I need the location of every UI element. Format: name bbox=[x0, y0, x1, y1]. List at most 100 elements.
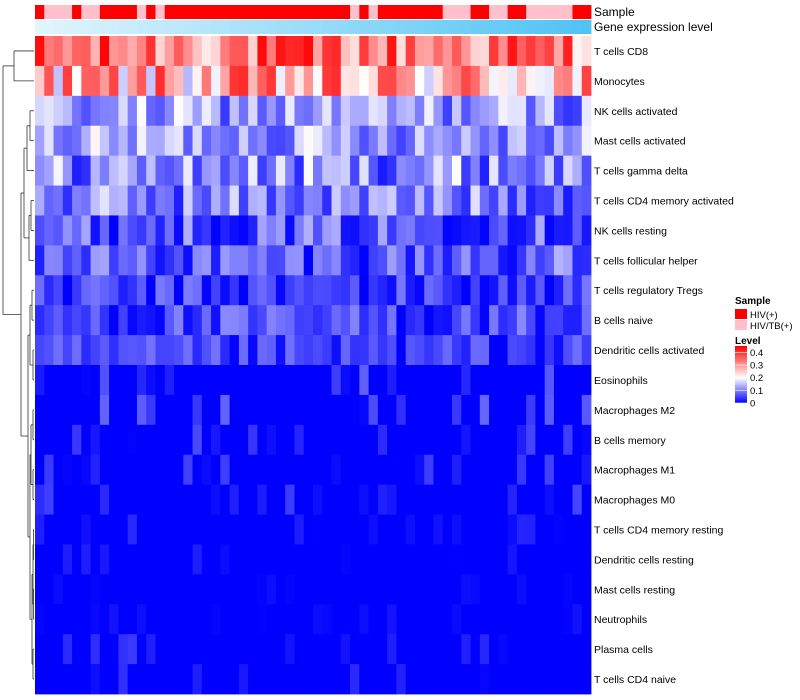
gene-expression-annotation-cell bbox=[285, 20, 295, 34]
heatmap-cell bbox=[414, 245, 425, 276]
heatmap-cell bbox=[229, 65, 240, 97]
heatmap-cell bbox=[136, 95, 147, 127]
heatmap-cell bbox=[461, 215, 471, 246]
heatmap-cell bbox=[238, 95, 249, 127]
row-label: T cells gamma delta bbox=[594, 166, 688, 178]
heatmap-cell bbox=[340, 275, 351, 306]
heatmap-cell bbox=[81, 365, 91, 396]
heatmap-cell bbox=[572, 275, 583, 306]
heatmap-cell bbox=[266, 574, 277, 605]
heatmap-cell bbox=[535, 394, 546, 426]
heatmap-cell bbox=[257, 365, 268, 396]
heatmap-cell bbox=[405, 514, 416, 545]
heatmap-cell bbox=[544, 185, 555, 216]
heatmap-cell bbox=[535, 335, 546, 366]
sample-annotation-cell bbox=[405, 5, 416, 19]
heatmap-cell bbox=[433, 95, 444, 127]
heatmap-cell bbox=[313, 185, 323, 216]
heatmap-cell bbox=[368, 245, 379, 276]
sample-annotation-cell bbox=[127, 5, 138, 19]
heatmap-cell bbox=[164, 335, 175, 366]
heatmap-cell bbox=[294, 664, 305, 695]
heatmap-cell bbox=[118, 155, 129, 186]
heatmap-cell bbox=[53, 634, 64, 665]
heatmap-cell bbox=[581, 664, 592, 695]
heatmap-cell bbox=[248, 424, 258, 456]
heatmap-cell bbox=[340, 65, 351, 97]
gene-expression-annotation-cell bbox=[461, 20, 471, 34]
heatmap-cell bbox=[489, 424, 499, 456]
heatmap-cell bbox=[192, 125, 203, 157]
heatmap-cell bbox=[433, 514, 444, 545]
heatmap-cell bbox=[433, 574, 444, 605]
heatmap-cell bbox=[155, 365, 166, 396]
heatmap-cell bbox=[72, 125, 82, 157]
heatmap-cell bbox=[248, 215, 258, 246]
heatmap-cell bbox=[377, 155, 388, 186]
gene-expression-annotation-cell bbox=[350, 20, 360, 34]
heatmap-cell bbox=[257, 484, 268, 515]
heatmap-cell bbox=[377, 125, 388, 157]
heatmap-cell bbox=[164, 95, 175, 127]
heatmap-cell bbox=[229, 305, 240, 336]
heatmap-cell bbox=[72, 185, 82, 216]
sample-annotation-cell bbox=[526, 5, 536, 19]
heatmap-cell bbox=[44, 125, 54, 157]
heatmap-cell bbox=[359, 424, 369, 456]
heatmap-cell bbox=[220, 335, 230, 366]
heatmap-cell bbox=[544, 664, 555, 695]
heatmap-cell bbox=[452, 125, 462, 157]
heatmap-cell bbox=[498, 664, 508, 695]
heatmap-cell bbox=[563, 664, 573, 695]
heatmap-cell bbox=[396, 125, 407, 157]
heatmap-cell bbox=[424, 394, 434, 426]
heatmap-cell bbox=[118, 245, 129, 276]
heatmap-cell bbox=[201, 634, 212, 665]
heatmap-cell bbox=[127, 335, 138, 366]
heatmap-cell bbox=[563, 574, 573, 605]
heatmap-cell bbox=[572, 634, 583, 665]
heatmap-cell bbox=[62, 574, 73, 605]
heatmap-cell bbox=[294, 514, 305, 545]
heatmap-cell bbox=[368, 484, 379, 515]
gene-expression-annotation-cell bbox=[99, 20, 110, 34]
heatmap-cell bbox=[479, 454, 490, 486]
heatmap-cell bbox=[387, 544, 397, 575]
legend-colorbar bbox=[735, 346, 747, 403]
heatmap-cell bbox=[229, 544, 240, 575]
heatmap-cell bbox=[470, 36, 481, 67]
heatmap-cell bbox=[544, 36, 555, 67]
sample-annotation-cell bbox=[118, 5, 129, 19]
heatmap-cell bbox=[452, 305, 462, 336]
heatmap-cell bbox=[146, 484, 156, 515]
heatmap-cell bbox=[572, 664, 583, 695]
heatmap-cell bbox=[136, 215, 147, 246]
legend-label-hiv-tb: HIV/TB(+) bbox=[750, 321, 793, 332]
heatmap-cell bbox=[53, 305, 64, 336]
heatmap-cell bbox=[535, 365, 546, 396]
heatmap-cell bbox=[489, 125, 499, 157]
heatmap-cell bbox=[266, 664, 277, 695]
heatmap-cell bbox=[155, 275, 166, 306]
heatmap-cell bbox=[285, 454, 295, 486]
heatmap-cell bbox=[433, 65, 444, 97]
heatmap-cell bbox=[313, 604, 323, 635]
heatmap-cell bbox=[424, 335, 434, 366]
heatmap-cell bbox=[535, 454, 546, 486]
gene-expression-annotation-cell bbox=[303, 20, 314, 34]
heatmap-cell bbox=[572, 125, 583, 157]
heatmap-cell bbox=[572, 65, 583, 97]
heatmap-cell bbox=[155, 155, 166, 186]
heatmap-cell bbox=[238, 125, 249, 157]
row-label: Eosinophils bbox=[594, 375, 648, 387]
heatmap-cell bbox=[303, 185, 314, 216]
heatmap-cell bbox=[72, 514, 82, 545]
heatmap-cell bbox=[127, 245, 138, 276]
sample-annotation-cell bbox=[572, 5, 583, 19]
heatmap-cell bbox=[146, 245, 156, 276]
sample-annotation-cell bbox=[479, 5, 490, 19]
heatmap-cell bbox=[109, 245, 119, 276]
heatmap-cell bbox=[507, 125, 518, 157]
heatmap-cell bbox=[229, 185, 240, 216]
heatmap-cell bbox=[44, 604, 54, 635]
